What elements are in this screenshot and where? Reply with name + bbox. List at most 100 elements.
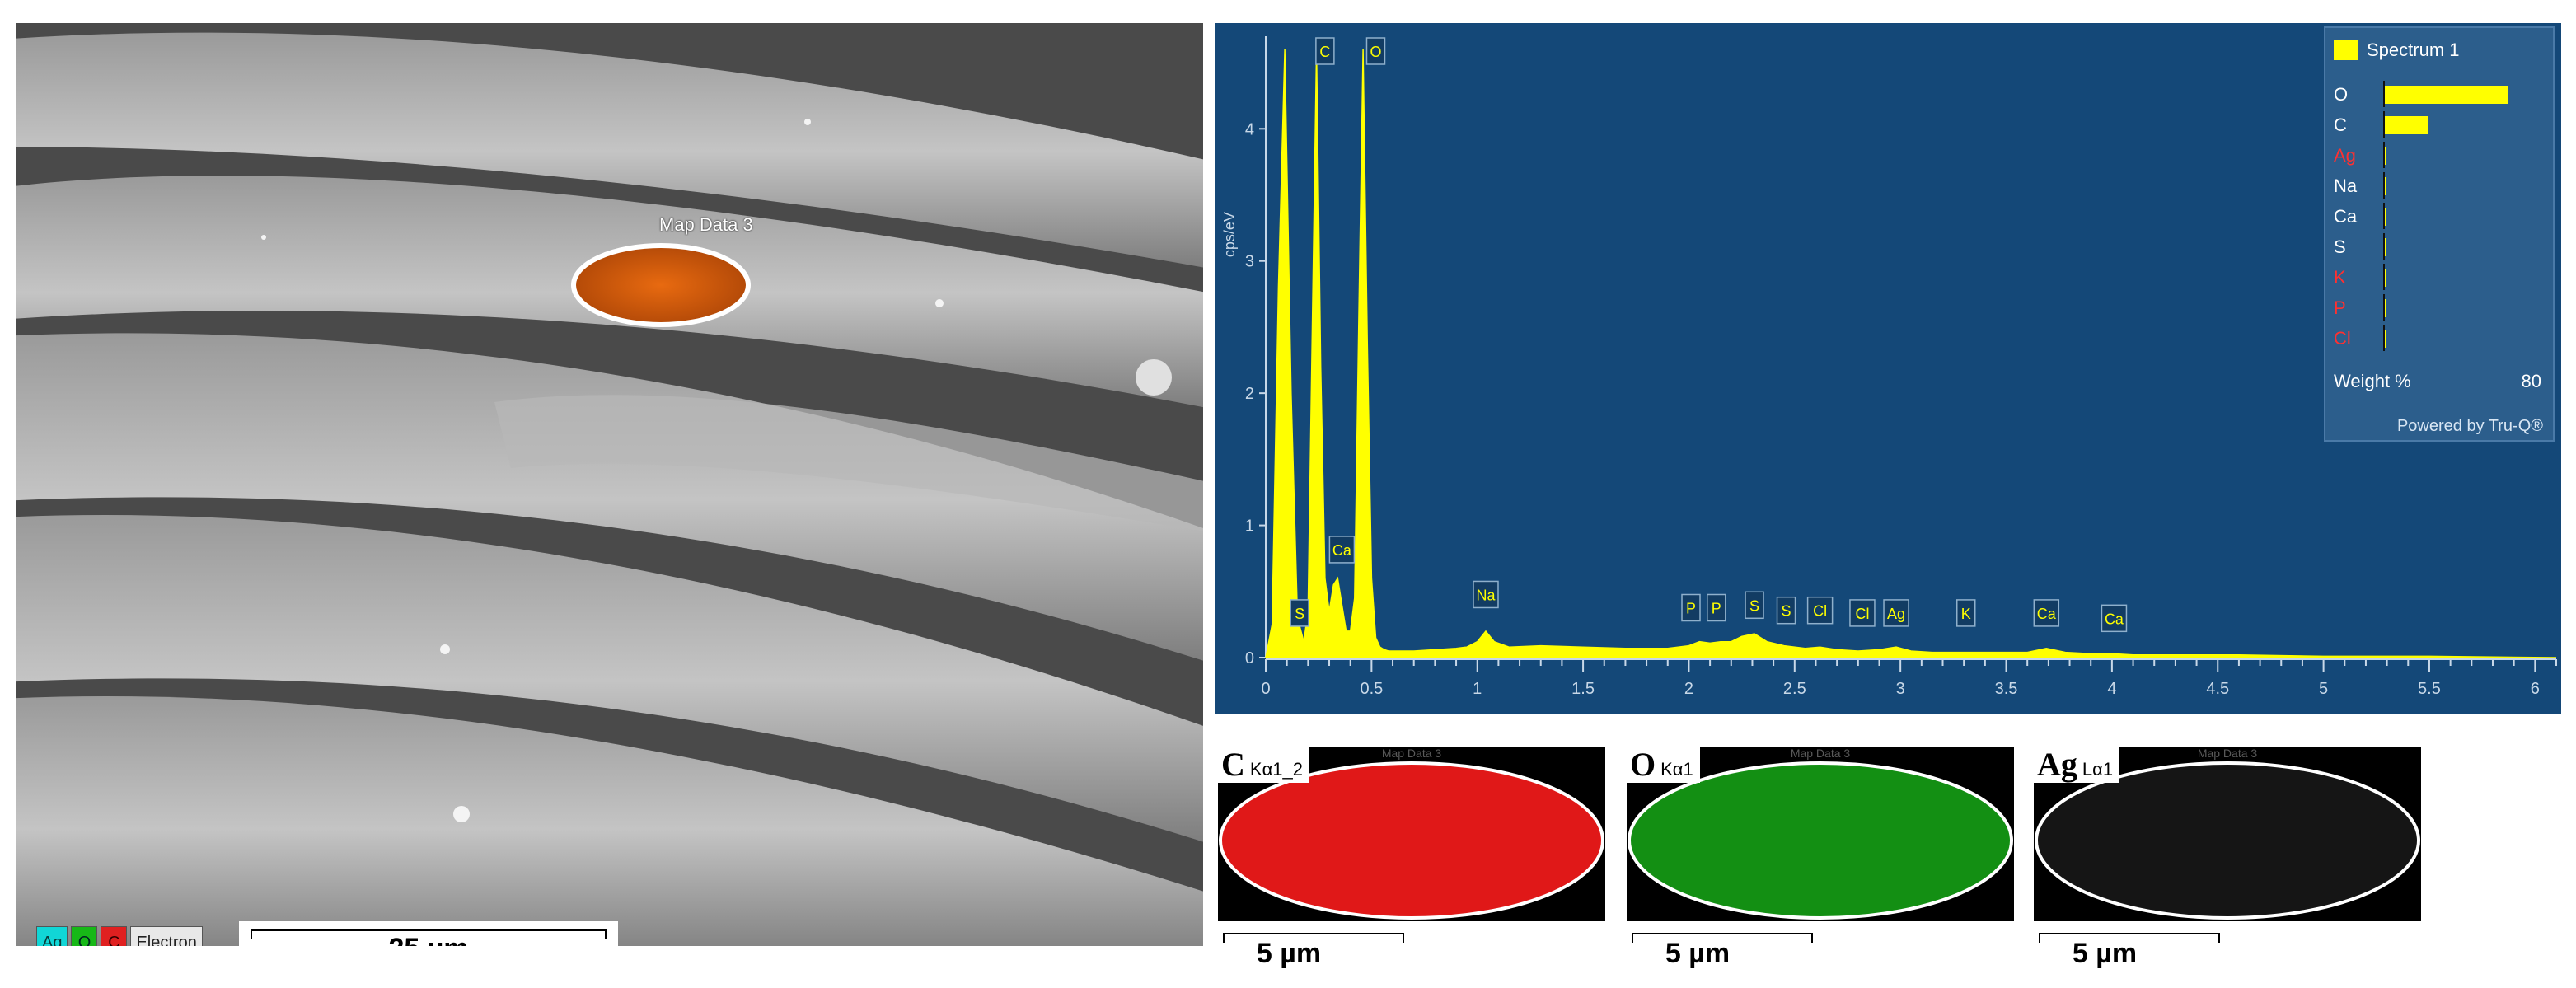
map-image xyxy=(2035,761,2420,920)
legend-row-ca: Ca xyxy=(2334,203,2548,229)
legend-bar-axis xyxy=(2383,233,2385,260)
map-element: O xyxy=(1630,747,1656,783)
legend-chip-ag[interactable]: Ag xyxy=(36,926,68,946)
y-tick-label: 4 xyxy=(1245,120,1254,138)
legend-footer: Powered by Tru-Q® xyxy=(2396,417,2543,435)
legend-weight-bar xyxy=(2385,330,2386,348)
particle xyxy=(804,119,811,125)
map-element: C xyxy=(1221,747,1245,783)
peak-label: S xyxy=(1782,603,1791,620)
map-element: Ag xyxy=(2037,747,2077,783)
fiber xyxy=(16,333,1203,661)
x-tick-label: 4 xyxy=(2107,680,2116,698)
peak-label: Ag xyxy=(1887,606,1905,622)
legend-header: Spectrum 1 xyxy=(2334,40,2460,61)
map-scale-bar: 5 µm xyxy=(1223,928,1404,977)
peak-label-box xyxy=(2033,599,2060,627)
legend-element: K xyxy=(2334,267,2346,288)
legend-element: P xyxy=(2334,297,2346,318)
x-tick-label: 6 xyxy=(2531,680,2540,698)
x-tick-label: 1 xyxy=(1473,680,1482,698)
legend-element: Na xyxy=(2334,176,2358,196)
x-tick-label: 4.5 xyxy=(2206,680,2229,698)
fiber xyxy=(16,515,1203,842)
map-line: Lα1 xyxy=(2082,759,2114,780)
peak-label: C xyxy=(1319,44,1330,60)
particle xyxy=(440,644,450,654)
sem-layer-legend: Ag O C Electron xyxy=(36,926,203,946)
legend-weight-bar xyxy=(2385,147,2386,165)
x-tick-label: 5 xyxy=(2319,680,2328,698)
peak-label: P xyxy=(1712,600,1721,616)
scale-label: 5 µm xyxy=(1256,938,1322,969)
legend-weight-bar xyxy=(2385,116,2428,134)
legend-row-na: Na xyxy=(2334,172,2548,199)
peak-label-box xyxy=(1745,591,1764,620)
legend-axis-label: Weight % xyxy=(2334,371,2411,391)
scale-line xyxy=(1223,933,1404,934)
y-tick-label: 1 xyxy=(1245,517,1254,536)
map-scale-bar: 5 µm xyxy=(2039,928,2220,977)
peak-label: Cl xyxy=(1855,606,1869,622)
legend-element: S xyxy=(2334,236,2346,257)
legend-chip-electron[interactable]: Electron xyxy=(130,926,203,946)
peak-label: Cl xyxy=(1813,603,1827,620)
legend-weight-bar xyxy=(2385,299,2386,317)
peak-label: S xyxy=(1749,597,1759,614)
legend-weight-bar xyxy=(2385,86,2508,104)
x-tick-label: 2.5 xyxy=(1783,680,1806,698)
y-tick-label: 3 xyxy=(1245,253,1254,271)
map-line: Kα1 xyxy=(1660,759,1693,780)
map-element-tag: C Kα1_2 xyxy=(1218,747,1309,783)
map-element-tag: Ag Lα1 xyxy=(2034,747,2120,783)
peak-label: Na xyxy=(1476,587,1496,603)
peak-label: O xyxy=(1370,44,1381,60)
peak-label-box xyxy=(1315,37,1335,65)
eds-spectrum-panel: 0 1 2 3 4 cps/eV 0 0.5 1 1.5 2 2.5 3 3.5 4 4.5 5 5.5 6 C O Ca… xyxy=(1215,23,2561,714)
legend-element: Ca xyxy=(2334,206,2358,227)
peak-label: Ca xyxy=(2105,611,2124,627)
fiber xyxy=(16,32,1203,268)
scale-tick xyxy=(1632,933,1633,943)
element-map-ag: Map Data 3 Ag Lα1 xyxy=(2034,747,2421,921)
peak-label-box xyxy=(1849,599,1876,627)
peak-label: P xyxy=(1686,600,1696,616)
scale-label: 5 µm xyxy=(1665,938,1731,969)
legend-element: Ag xyxy=(2334,145,2356,166)
legend-row-k: K xyxy=(2334,264,2548,290)
element-map-c: Map Data 3 C Kα1_2 xyxy=(1218,747,1605,921)
peak-label-box xyxy=(1707,593,1726,622)
scale-tick xyxy=(1403,933,1404,943)
roi-ellipse[interactable] xyxy=(571,243,751,327)
y-tick-label: 0 xyxy=(1245,649,1254,667)
map-image xyxy=(1219,761,1604,920)
fiber xyxy=(16,696,1203,946)
scale-tick xyxy=(605,929,607,939)
peak-label-box xyxy=(1681,593,1701,622)
element-map-o: Map Data 3 O Kα1 xyxy=(1627,747,2014,921)
scale-tick xyxy=(2039,933,2040,943)
peak-label: S xyxy=(1295,606,1304,622)
peak-label-box xyxy=(1290,599,1309,627)
y-axis-label: cps/eV xyxy=(1221,212,1238,257)
legend-chip-o[interactable]: O xyxy=(71,926,98,946)
legend-bar-axis xyxy=(2383,111,2385,138)
legend-row-ag: Ag xyxy=(2334,142,2548,168)
particle xyxy=(453,806,470,822)
legend-weight-bar xyxy=(2385,269,2386,287)
scale-line xyxy=(251,929,607,931)
particle xyxy=(261,235,266,240)
map-element-tag: O Kα1 xyxy=(1627,747,1700,783)
x-tick-label: 3.5 xyxy=(1995,680,2018,698)
x-tick-label: 0.5 xyxy=(1360,680,1383,698)
legend-row-c: C xyxy=(2334,111,2548,138)
legend-weight-bar xyxy=(2385,208,2386,226)
legend-element: Cl xyxy=(2334,328,2351,349)
peak-label: Ca xyxy=(1332,542,1352,559)
legend-chip-c[interactable]: C xyxy=(101,926,128,946)
peak-label: K xyxy=(1961,606,1971,622)
legend-bar-axis xyxy=(2383,203,2385,229)
map-ellipse xyxy=(2035,761,2420,920)
y-tick-label: 2 xyxy=(1245,385,1254,403)
